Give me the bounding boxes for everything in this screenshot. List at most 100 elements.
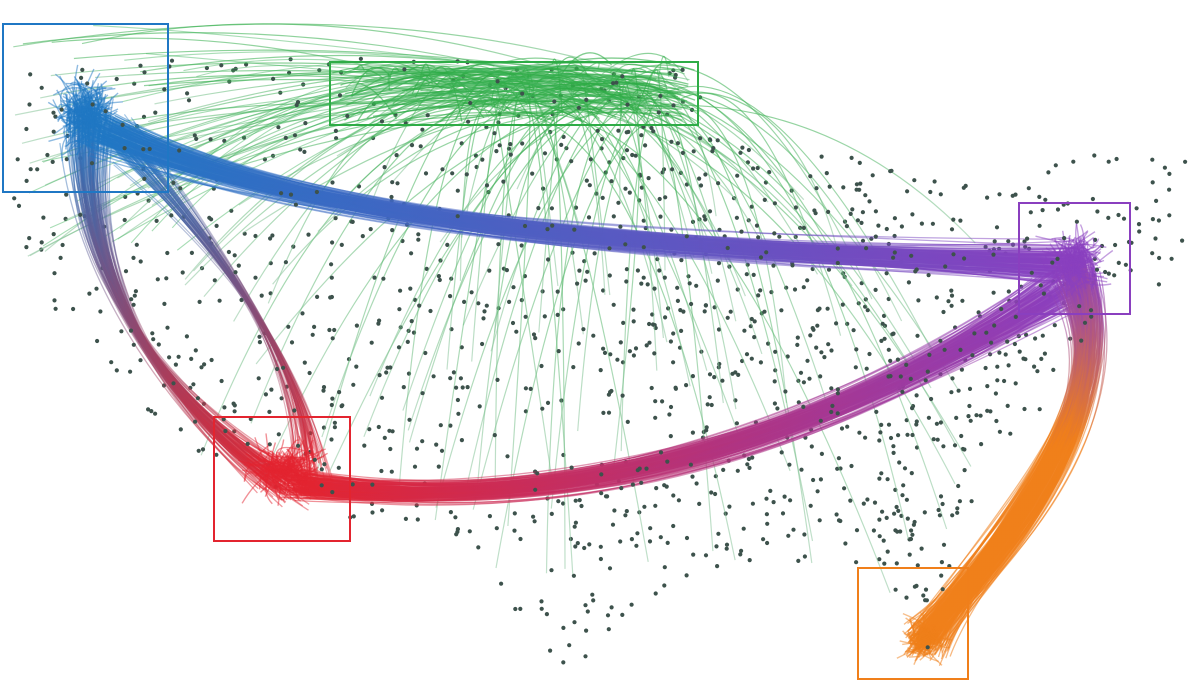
- node-point: [1180, 238, 1185, 243]
- node-point: [922, 510, 927, 515]
- node-point: [687, 281, 692, 286]
- node-point: [171, 180, 176, 185]
- hub-line: [915, 623, 938, 640]
- node-point: [123, 194, 128, 199]
- node-point: [978, 413, 983, 418]
- node-point: [931, 437, 936, 442]
- node-point: [825, 306, 830, 311]
- node-point: [376, 424, 381, 430]
- node-point: [698, 183, 704, 188]
- node-point: [156, 342, 161, 347]
- node-point: [448, 423, 453, 428]
- node-point: [809, 444, 814, 449]
- node-point: [993, 391, 999, 396]
- node-point: [881, 313, 887, 318]
- node-point: [624, 279, 629, 284]
- node-point: [864, 366, 869, 371]
- node-point: [805, 358, 810, 363]
- node-point: [938, 338, 943, 343]
- node-point: [455, 188, 460, 193]
- node-point: [256, 376, 261, 381]
- node-point: [715, 138, 720, 143]
- node-point: [476, 301, 481, 306]
- node-point: [336, 465, 341, 470]
- node-point: [332, 420, 337, 425]
- node-point: [961, 185, 966, 190]
- node-point: [629, 602, 634, 607]
- node-point: [292, 408, 297, 413]
- node-point: [600, 137, 605, 142]
- node-point: [879, 422, 884, 427]
- node-point: [620, 393, 625, 398]
- node-point: [507, 299, 512, 304]
- node-point: [673, 75, 678, 80]
- node-point: [1013, 381, 1018, 386]
- node-point: [165, 250, 170, 256]
- node-point: [790, 263, 795, 268]
- node-point: [387, 428, 392, 433]
- node-point: [59, 107, 64, 112]
- hub-clusters: [47, 64, 1114, 666]
- node-point: [834, 321, 839, 326]
- node-point: [668, 434, 673, 439]
- node-point: [466, 119, 471, 124]
- node-point: [904, 362, 909, 367]
- node-point: [709, 490, 714, 495]
- node-point: [28, 167, 33, 172]
- node-point: [286, 324, 291, 329]
- node-point: [805, 278, 810, 283]
- node-point: [330, 396, 335, 401]
- node-point: [283, 260, 288, 265]
- node-point: [915, 333, 920, 338]
- node-point: [709, 402, 714, 408]
- node-point: [652, 351, 657, 356]
- node-point: [629, 537, 635, 542]
- node-point: [577, 268, 582, 273]
- node-point: [835, 260, 840, 266]
- node-point: [618, 224, 623, 229]
- node-point: [814, 345, 819, 350]
- node-point: [892, 511, 897, 516]
- flow-line: [420, 83, 639, 99]
- node-point: [616, 200, 621, 205]
- node-point: [1092, 153, 1097, 158]
- node-point: [854, 187, 859, 192]
- flow-line: [535, 82, 691, 109]
- node-point: [741, 526, 746, 531]
- node-point: [1006, 239, 1011, 244]
- node-point: [192, 133, 197, 138]
- node-point: [630, 482, 636, 487]
- flow-line: [115, 92, 673, 136]
- node-point: [707, 209, 713, 214]
- flow-line: [293, 290, 1073, 490]
- hub-line: [918, 632, 939, 663]
- node-point: [647, 340, 652, 345]
- node-point: [779, 308, 784, 313]
- node-point: [860, 238, 866, 243]
- flow-line: [28, 80, 517, 194]
- hub-line: [272, 457, 303, 464]
- node-point: [698, 136, 703, 141]
- flow-line: [112, 73, 577, 243]
- node-point: [667, 412, 672, 417]
- node-point: [691, 149, 696, 154]
- node-point: [440, 167, 445, 172]
- node-point: [793, 205, 799, 210]
- node-point: [836, 456, 842, 461]
- node-point: [245, 441, 250, 446]
- node-point: [620, 74, 625, 79]
- node-point: [684, 383, 689, 388]
- node-point: [45, 152, 50, 158]
- node-point: [540, 406, 545, 411]
- node-point: [684, 535, 690, 541]
- node-point: [412, 464, 418, 469]
- node-point: [651, 129, 656, 134]
- node-point: [972, 331, 977, 336]
- flow-line: [663, 85, 938, 362]
- node-point: [668, 339, 674, 344]
- node-point: [379, 395, 385, 400]
- flow-line: [657, 55, 670, 86]
- node-point: [758, 255, 764, 260]
- node-point: [257, 340, 262, 345]
- node-point: [657, 196, 662, 202]
